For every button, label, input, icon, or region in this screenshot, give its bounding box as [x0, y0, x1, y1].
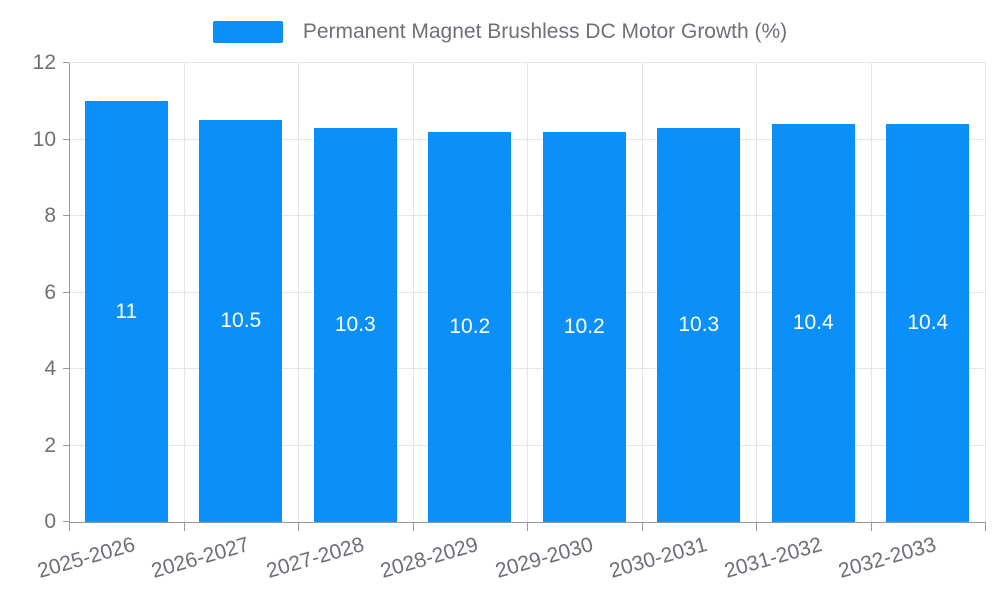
chart-legend[interactable]: Permanent Magnet Brushless DC Motor Grow…	[0, 20, 1000, 44]
x-axis-tick	[298, 523, 299, 531]
h-gridline	[70, 62, 985, 63]
v-gridline	[985, 63, 986, 522]
v-gridline	[756, 63, 757, 522]
x-axis-tick	[413, 523, 414, 531]
y-axis-tick	[63, 368, 69, 369]
v-gridline	[184, 63, 185, 522]
y-axis-tick	[63, 215, 69, 216]
y-axis-tick-label: 2	[44, 433, 56, 457]
y-axis-tick-label: 12	[32, 51, 56, 74]
bar	[771, 124, 855, 522]
x-axis-tick	[871, 523, 872, 531]
x-axis-tick	[527, 523, 528, 531]
y-axis-tick-label: 8	[44, 204, 56, 227]
x-axis-tick	[642, 523, 643, 531]
y-axis-tick-label: 0	[44, 510, 56, 533]
y-axis-tick-label: 6	[44, 280, 56, 304]
x-axis-tick-label: 2031-2032	[721, 533, 825, 583]
bar	[886, 124, 970, 522]
bar	[657, 128, 741, 522]
bar	[84, 101, 168, 523]
v-gridline	[298, 63, 299, 522]
x-axis-tick-label: 2029-2030	[492, 533, 596, 583]
y-axis-tick	[63, 62, 69, 63]
v-gridline	[642, 63, 643, 522]
bar	[542, 131, 626, 522]
y-axis-tick	[63, 444, 69, 446]
x-axis-tick	[756, 523, 757, 531]
y-axis-tick-label: 10	[32, 127, 56, 151]
x-axis-line	[69, 522, 986, 523]
bar	[199, 120, 283, 522]
y-axis-tick	[63, 138, 69, 140]
y-axis-tick	[63, 521, 69, 522]
v-gridline	[527, 63, 528, 522]
x-axis-tick-label: 2030-2031	[607, 533, 711, 583]
y-axis-tick	[63, 291, 69, 293]
bar	[313, 128, 397, 522]
x-axis-tick	[985, 523, 986, 531]
x-axis-tick-label: 2028-2029	[378, 533, 482, 583]
bar	[428, 131, 512, 522]
legend-label: Permanent Magnet Brushless DC Motor Grow…	[302, 20, 788, 43]
x-axis-tick	[184, 523, 185, 531]
y-axis-line	[69, 63, 70, 522]
legend-swatch	[212, 21, 283, 43]
y-axis-tick-label: 4	[44, 357, 56, 380]
x-axis-tick-label: 2025-2026	[34, 533, 138, 583]
x-axis-tick	[69, 523, 70, 531]
x-axis-tick-label: 2027-2028	[263, 533, 367, 583]
x-axis-tick-label: 2032-2033	[836, 533, 940, 583]
x-axis-tick-label: 2026-2027	[149, 533, 253, 583]
v-gridline	[413, 63, 414, 522]
v-gridline	[871, 63, 872, 522]
